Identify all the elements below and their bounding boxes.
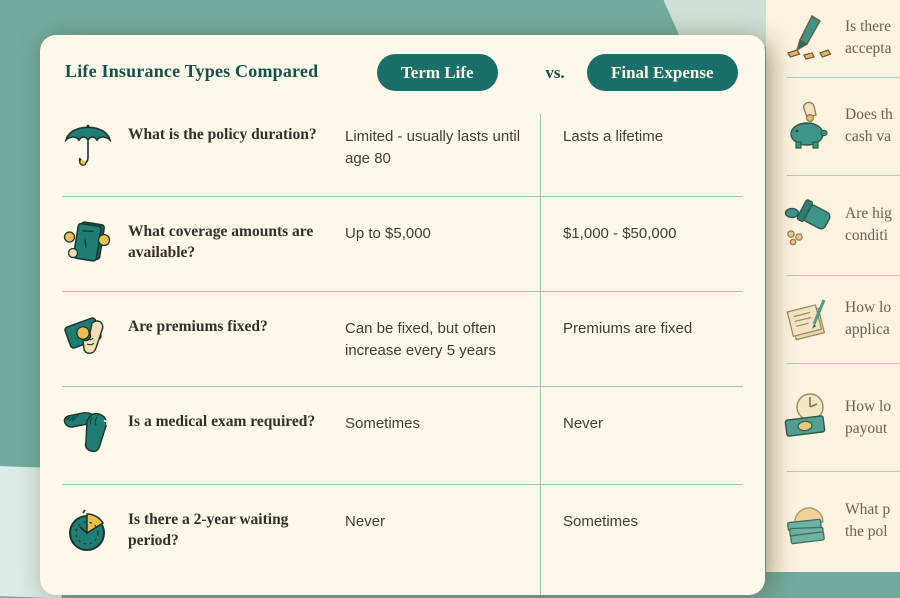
sidebar-item-application-time[interactable]: How lo applica xyxy=(766,288,900,350)
sidebar-item-guaranteed-acceptance[interactable]: Is there accepta xyxy=(766,6,900,70)
sidebar-item-text: Is there accepta xyxy=(845,16,891,60)
vs-label: vs. xyxy=(545,63,565,82)
sidebar-line: How lo xyxy=(845,299,892,316)
card-header: Life Insurance Types Compared Term Life … xyxy=(40,35,765,111)
sidebar-item-text: Are hig conditi xyxy=(845,203,892,247)
sidebar-item-high-risk-conditions[interactable]: Are hig conditi xyxy=(766,194,900,256)
row-question: Is a medical exam required? xyxy=(128,413,316,430)
term-life-answer: Never xyxy=(345,513,386,530)
payout-clock-icon xyxy=(782,390,836,446)
application-docs-icon xyxy=(782,291,836,347)
sidebar-line: payout xyxy=(845,420,888,437)
row-question: Is there a 2-year waiting period? xyxy=(128,511,289,549)
page-title: Life Insurance Types Compared xyxy=(65,61,319,81)
row-question: What coverage amounts are available? xyxy=(128,223,314,261)
term-life-answer: Limited - usually lasts until age 80 xyxy=(345,128,521,167)
table-row-medical-exam: Is a medical exam required? Sometimes Ne… xyxy=(40,387,765,485)
sidebar-line: the pol xyxy=(845,523,888,540)
final-expense-badge[interactable]: Final Expense xyxy=(587,54,738,91)
row-divider xyxy=(62,386,743,387)
umbrella-icon xyxy=(61,115,115,173)
sidebar-divider xyxy=(787,471,900,472)
sidebar-divider xyxy=(787,175,900,176)
waiting-timer-icon xyxy=(61,500,115,558)
medical-gloves-icon xyxy=(61,402,115,460)
sidebar-item-text: What p the pol xyxy=(845,499,890,543)
final-expense-answer: $1,000 - $50,000 xyxy=(563,225,677,242)
sidebar-line: Does th xyxy=(845,106,893,123)
sidebar-line: Is there xyxy=(845,18,892,35)
comparison-card: Life Insurance Types Compared Term Life … xyxy=(40,35,765,595)
sidebar-line: How lo xyxy=(845,398,892,415)
row-question: Are premiums fixed? xyxy=(128,318,268,335)
row-divider xyxy=(62,196,743,197)
sidebar-line: Are hig xyxy=(845,205,892,222)
row-divider xyxy=(62,291,743,292)
sidebar-line: What p xyxy=(845,501,891,518)
sidebar-item-text: How lo applica xyxy=(845,297,891,341)
sidebar-item-cash-value[interactable]: Does th cash va xyxy=(766,94,900,158)
sidebar-item-text: How lo payout xyxy=(845,396,891,440)
final-expense-answer: Sometimes xyxy=(563,513,639,530)
table-row-waiting-period: Is there a 2-year waiting period? Never … xyxy=(40,485,765,595)
sidebar-line: accepta xyxy=(845,40,892,57)
table-row-coverage-amounts: What coverage amounts are available? Up … xyxy=(40,197,765,292)
sidebar-line: conditi xyxy=(845,227,889,244)
term-life-answer: Up to $5,000 xyxy=(345,225,431,242)
sidebar-item-payout-time[interactable]: How lo payout xyxy=(766,386,900,450)
sidebar-item-payment-options[interactable]: What p the pol xyxy=(766,489,900,553)
payment-stack-icon xyxy=(782,493,836,549)
sidebar-divider xyxy=(787,77,900,78)
piggy-bank-icon xyxy=(782,98,836,154)
row-divider xyxy=(62,484,743,485)
final-expense-answer: Never xyxy=(563,415,604,432)
final-expense-answer: Lasts a lifetime xyxy=(563,128,664,145)
pill-bottle-icon xyxy=(782,197,836,253)
sidebar-line: cash va xyxy=(845,128,892,145)
faq-sidebar: Is there accepta Does th cash va xyxy=(766,0,900,572)
sidebar-item-text: Does th cash va xyxy=(845,104,893,148)
table-row-policy-duration: What is the policy duration? Limited - u… xyxy=(40,100,765,197)
pen-confetti-icon xyxy=(782,10,836,66)
sidebar-divider xyxy=(787,275,900,276)
sidebar-line: applica xyxy=(845,321,890,338)
table-row-premiums-fixed: Are premiums fixed? Can be fixed, but of… xyxy=(40,292,765,387)
money-stack-icon xyxy=(61,212,115,270)
term-life-answer: Sometimes xyxy=(345,415,421,432)
sidebar-divider xyxy=(787,363,900,364)
term-life-badge[interactable]: Term Life xyxy=(377,54,498,91)
hand-money-icon xyxy=(61,307,115,365)
row-question: What is the policy duration? xyxy=(128,126,317,143)
term-life-answer: Can be fixed, but often increase every 5… xyxy=(345,320,496,359)
column-divider xyxy=(540,114,541,595)
final-expense-answer: Premiums are fixed xyxy=(563,320,693,337)
